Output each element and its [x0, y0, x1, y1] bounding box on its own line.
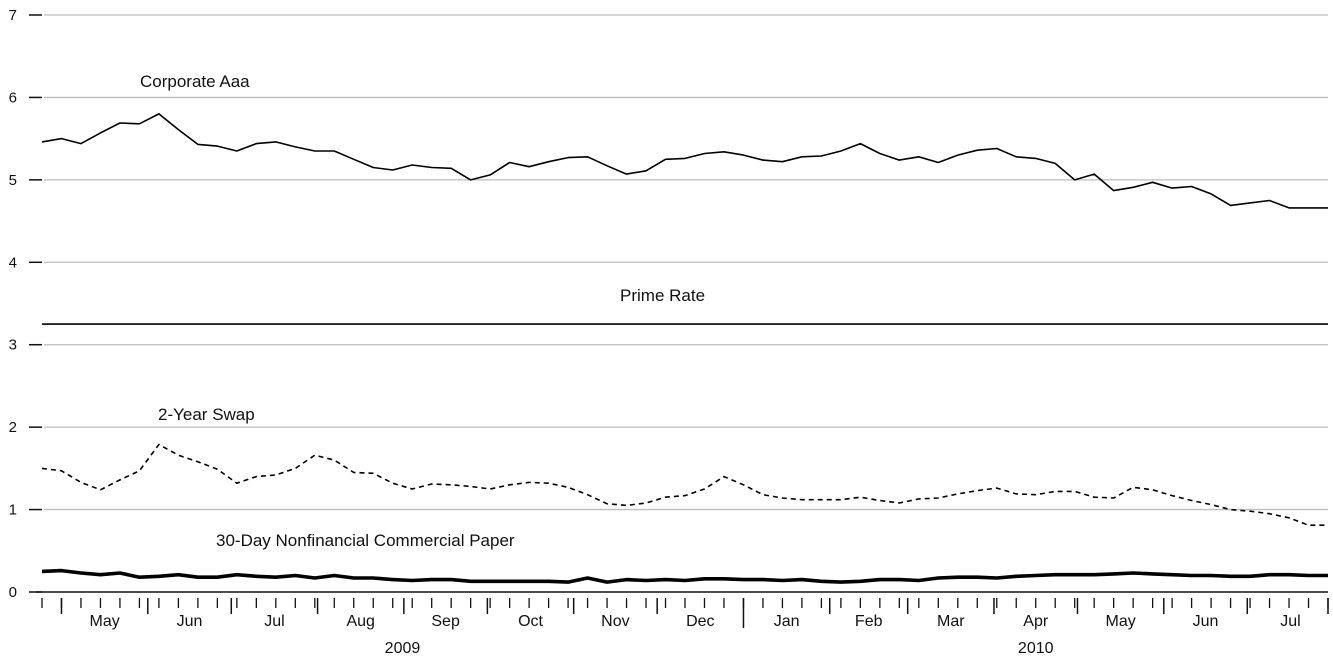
series-label-corporate-aaa: Corporate Aaa [140, 72, 250, 91]
series-label-30-day-nonfinancial-commercial-paper: 30-Day Nonfinancial Commercial Paper [216, 531, 515, 550]
x-axis: May Jun Jul Aug Sep Oct Nov Dec Jan Feb Mar Apr May J… [36, 591, 1329, 657]
x-month-label: Oct [518, 613, 543, 630]
y-tick-label-7: 7 [9, 7, 17, 24]
x-month-label: Jul [264, 613, 284, 630]
series-line-corporate-aaa [41, 113, 1328, 209]
x-year-label: 2010 [1018, 640, 1054, 657]
x-month-label: May [90, 613, 120, 630]
x-month-label: Jun [177, 613, 203, 630]
x-month-label: Mar [937, 613, 965, 630]
y-tick-label-6: 6 [9, 89, 17, 106]
x-month-label: Jun [1193, 613, 1219, 630]
y-axis: 0 1 2 3 4 5 6 7 [9, 7, 42, 601]
y-tick-label-5: 5 [9, 172, 17, 189]
series-label-prime-rate: Prime Rate [620, 286, 705, 305]
grid-lines [44, 14, 1328, 511]
x-month-label: Aug [346, 613, 374, 630]
x-month-label: May [1106, 613, 1136, 630]
series-line-2-year-swap [41, 443, 1328, 527]
x-month-label: Sep [431, 613, 460, 630]
y-tick-label-4: 4 [9, 254, 17, 271]
y-tick-label-1: 1 [9, 502, 17, 519]
series-labels: Corporate Aaa Prime Rate 2-Year Swap 30-Day… [140, 72, 705, 550]
x-month-label: Jan [774, 613, 800, 630]
x-month-label: Feb [855, 613, 883, 630]
y-tick-label-2: 2 [9, 419, 17, 436]
y-tick-label-0: 0 [9, 584, 17, 601]
x-month-label: Jul [1280, 613, 1300, 630]
y-tick-label-3: 3 [9, 337, 17, 354]
x-month-label: Nov [601, 613, 629, 630]
series-lines [41, 113, 1328, 584]
x-year-label: 2009 [385, 640, 421, 657]
x-month-label: Dec [686, 613, 714, 630]
series-line-30-day-nonfinancial-commercial-paper [41, 568, 1328, 584]
x-month-label: Apr [1023, 613, 1049, 630]
series-label-2-year-swap: 2-Year Swap [158, 405, 255, 424]
